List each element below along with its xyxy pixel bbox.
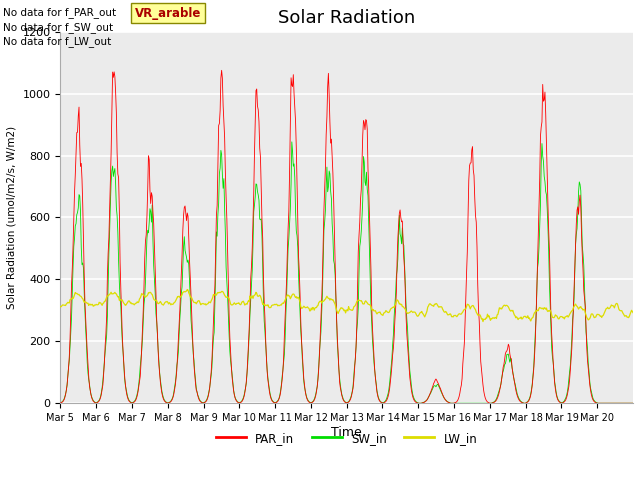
Text: No data for f_SW_out: No data for f_SW_out: [3, 22, 113, 33]
Text: No data for f_PAR_out: No data for f_PAR_out: [3, 7, 116, 18]
Legend: PAR_in, SW_in, LW_in: PAR_in, SW_in, LW_in: [212, 427, 482, 449]
Title: Solar Radiation: Solar Radiation: [278, 10, 415, 27]
Text: VR_arable: VR_arable: [135, 7, 201, 20]
X-axis label: Time: Time: [332, 426, 362, 439]
Text: No data for f_LW_out: No data for f_LW_out: [3, 36, 111, 47]
Y-axis label: Solar Radiation (umol/m2/s, W/m2): Solar Radiation (umol/m2/s, W/m2): [7, 126, 17, 309]
